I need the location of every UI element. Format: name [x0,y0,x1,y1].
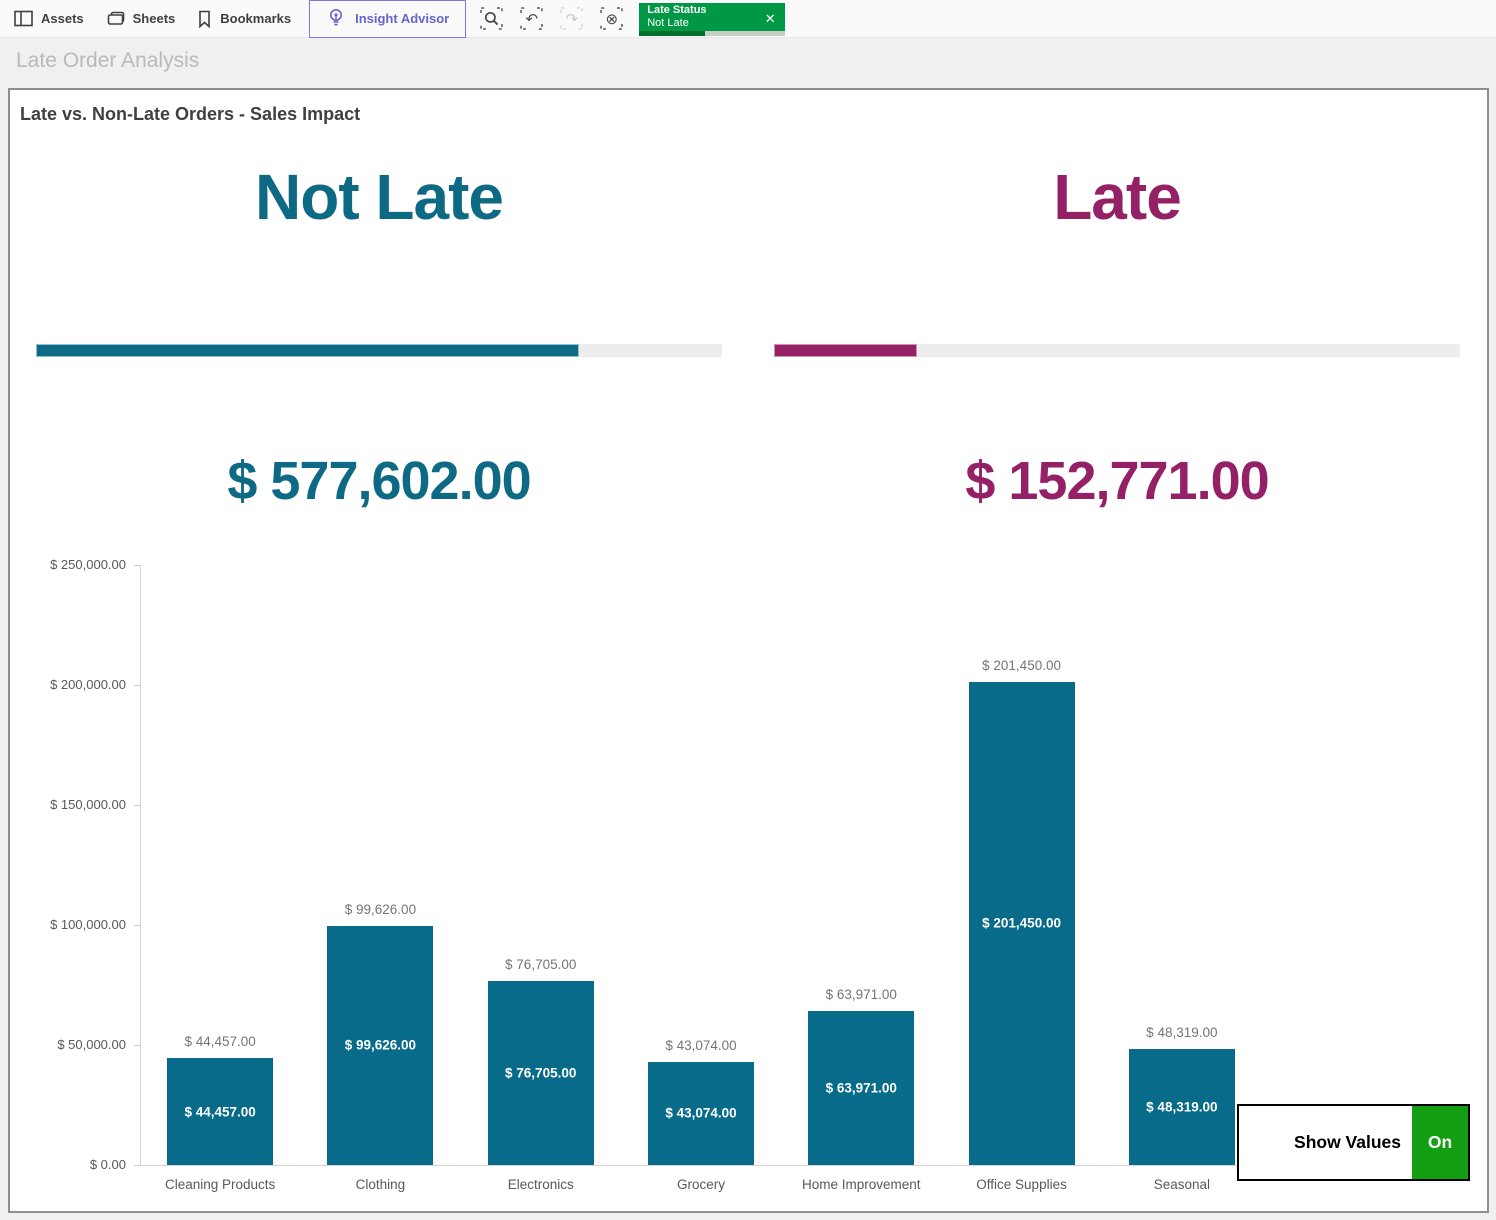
selection-tools: ↶ ↷ ⊗ [478,5,625,32]
bar-cleaning-products[interactable]: $ 44,457.00 [167,1058,274,1165]
not-late-progress-fill [36,344,579,357]
filter-chip-late-status[interactable]: Late Status Not Late ✕ [639,2,786,36]
kpi-value-late: $ 152,771.00 [965,451,1269,511]
x-category-label: Home Improvement [802,1177,921,1192]
y-tick [134,805,141,806]
filter-field-name: Late Status [647,4,707,17]
y-tick-label: $ 50,000.00 [57,1037,126,1052]
bar-value-label-outside: $ 43,074.00 [665,1037,737,1053]
show-values-label: Show Values [1294,1132,1401,1152]
y-tick-label: $ 0.00 [89,1157,126,1172]
analysis-card: Late vs. Non-Late Orders - Sales Impact … [8,88,1489,1213]
bar-slot-clothing: $ 99,626.00 $ 99,626.00 Clothing [300,565,460,1192]
bar-value-label-inside: $ 48,319.00 [1146,1099,1218,1115]
sheets-label: Sheets [132,11,176,26]
late-progress-fill [774,344,918,357]
y-tick [134,925,141,926]
x-category-label: Office Supplies [976,1177,1067,1192]
sheet-header: Late Order Analysis [0,39,1496,88]
x-category-label: Clothing [355,1177,406,1192]
bar-slot-cleaning-products: $ 44,457.00 $ 44,457.00 Cleaning Products [140,565,300,1192]
bar-value-label-inside: $ 76,705.00 [505,1065,577,1081]
y-tick [134,685,141,686]
bar-seasonal[interactable]: $ 48,319.00 [1128,1049,1235,1165]
not-late-progress-track [36,344,722,357]
bar-clothing[interactable]: $ 99,626.00 [327,925,434,1165]
show-values-on-button[interactable]: On [1412,1106,1468,1179]
y-axis-line [140,565,141,1166]
undo-selection-button[interactable]: ↶ [518,5,545,32]
insight-advisor-button[interactable]: Insight Advisor [309,0,467,38]
x-category-label: Seasonal [1153,1177,1210,1192]
kpi-label-not-late: Not Late [255,161,504,233]
bar-value-label-inside: $ 99,626.00 [344,1037,417,1053]
x-category-label: Electronics [507,1177,574,1192]
bar-slot-office-supplies: $ 201,450.00 $ 201,450.00 Office Supplies [941,565,1101,1192]
show-values-toggle[interactable]: Show Values On [1237,1104,1470,1181]
insight-advisor-label: Insight Advisor [355,11,450,26]
bar-home-improvement[interactable]: $ 63,971.00 [808,1011,915,1165]
x-category-label: Cleaning Products [164,1177,276,1192]
kpi-value-not-late: $ 577,602.00 [227,451,531,511]
bar-value-label-outside: $ 76,705.00 [505,956,577,972]
late-progress-track [774,344,1460,357]
y-tick-label: $ 100,000.00 [50,917,126,932]
bar-slot-grocery: $ 43,074.00 $ 43,074.00 Grocery [621,565,781,1192]
assets-panel-icon [14,10,33,27]
y-tick [134,565,141,566]
lightbulb-icon [326,6,346,31]
bar-value-label-inside: $ 63,971.00 [825,1080,897,1096]
bar-value-label-outside: $ 63,971.00 [825,987,897,1003]
x-category-label: Grocery [676,1177,725,1192]
x-axis-line [140,1165,1262,1166]
kpi-label-late: Late [1053,161,1182,233]
undo-icon: ↶ [525,10,539,28]
filter-selected-value: Not Late [647,17,689,29]
y-tick-label: $ 200,000.00 [50,677,126,692]
y-tick-label: $ 250,000.00 [50,557,126,572]
bar-value-label-outside: $ 201,450.00 [982,657,1061,673]
sheets-icon [106,10,125,27]
clear-selections-icon: ⊗ [605,10,619,28]
bar-value-label-inside: $ 44,457.00 [184,1104,256,1120]
chart-title: Late vs. Non-Late Orders - Sales Impact [20,104,361,124]
bookmark-icon [197,10,212,28]
y-tick-label: $ 150,000.00 [50,797,126,812]
bar-value-label-outside: $ 99,626.00 [344,901,417,917]
y-tick [134,1165,141,1166]
bar-slot-home-improvement: $ 63,971.00 $ 63,971.00 Home Improvement [781,565,941,1192]
bar-value-label-inside: $ 201,450.00 [982,915,1061,931]
bar-chart: $ 0.00 $ 50,000.00 $ 100,000.00 $ 150,000.0… [10,557,1470,1210]
bar-office-supplies[interactable]: $ 201,450.00 [968,681,1075,1165]
filter-chip-progress [639,30,705,36]
bookmarks-button[interactable]: Bookmarks [197,10,291,28]
sheets-button[interactable]: Sheets [106,10,176,27]
bar-grocery[interactable]: $ 43,074.00 [647,1061,754,1165]
assets-button[interactable]: Assets [14,10,84,27]
sheet-title: Late Order Analysis [16,49,200,72]
redo-selection-button[interactable]: ↷ [558,5,585,32]
remove-filter-icon[interactable]: ✕ [764,11,776,26]
redo-icon: ↷ [565,10,579,28]
clear-selections-button[interactable]: ⊗ [598,5,625,32]
bar-electronics[interactable]: $ 76,705.00 [487,980,594,1165]
bookmarks-label: Bookmarks [220,11,292,26]
bar-value-label-outside: $ 48,319.00 [1146,1025,1218,1041]
top-toolbar: Assets Sheets Bookmarks Insight Advisor [0,0,1496,38]
bar-value-label-outside: $ 44,457.00 [184,1034,256,1050]
bar-value-label-inside: $ 43,074.00 [665,1105,737,1121]
assets-label: Assets [41,11,84,26]
bar-slot-electronics: $ 76,705.00 $ 76,705.00 Electronics [461,565,621,1192]
bar-slot-seasonal: $ 48,319.00 $ 48,319.00 Seasonal [1102,565,1262,1192]
selections-tool-button[interactable] [478,5,505,32]
y-tick [134,1045,141,1046]
